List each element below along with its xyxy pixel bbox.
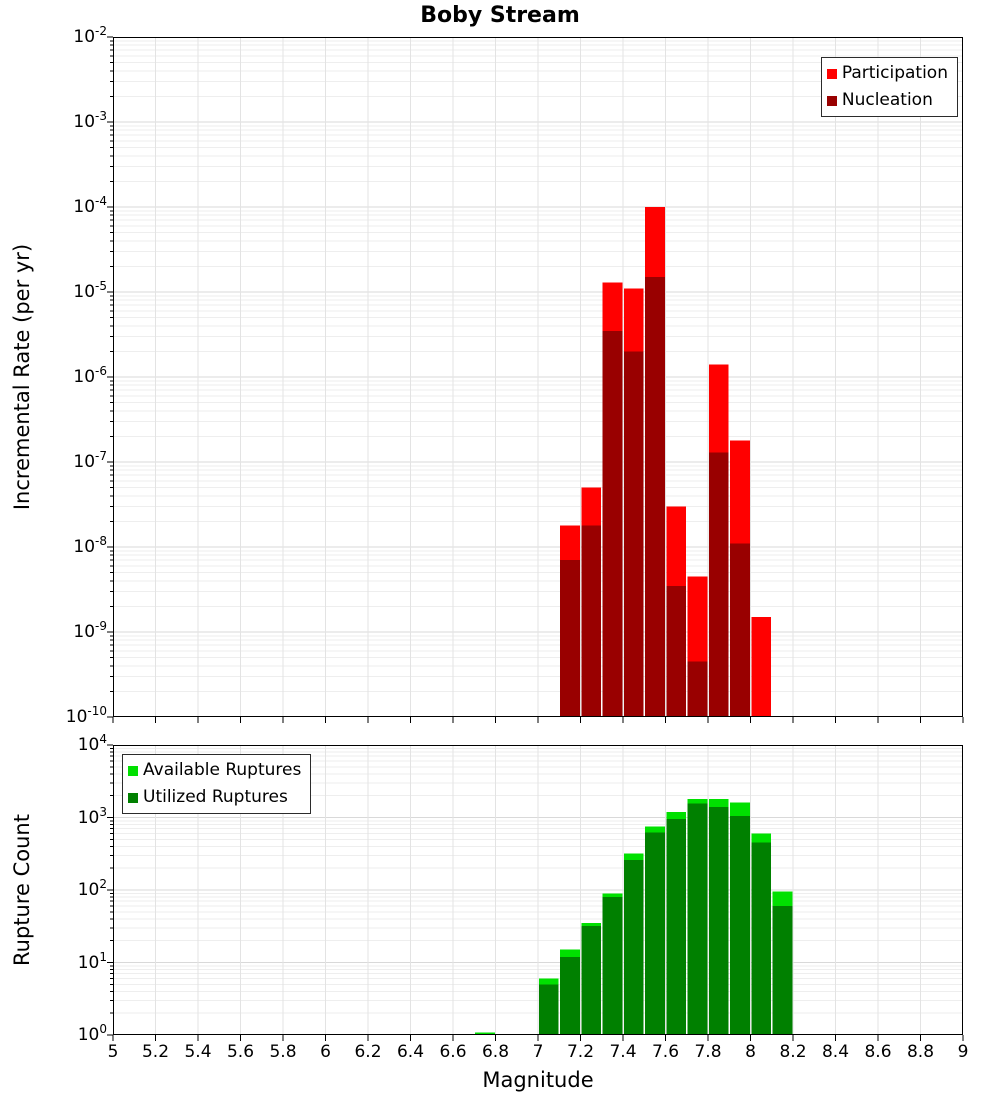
y-tick-label: 100 [77,1022,107,1045]
plot-border [113,37,963,717]
x-tick-label: 7.4 [609,1042,637,1062]
bar-participation [751,617,771,717]
y-tick-label: 10-9 [73,619,107,642]
legend-entry-available-ruptures: Available Ruptures [128,758,301,783]
x-tick-label: 6 [320,1042,331,1062]
y-tick-label: 10-7 [73,449,107,472]
bar-utilized-ruptures [623,859,644,1035]
legend-label: Available Ruptures [143,760,302,780]
bar-nucleation [666,585,686,717]
legend-entry-nucleation: Nucleation [826,88,948,113]
bar-utilized-ruptures [751,842,771,1035]
x-axis-label: Magnitude [482,1068,594,1092]
bar-utilized-ruptures [666,819,686,1035]
x-tick-label: 8 [745,1042,756,1062]
x-tick-label: 7 [532,1042,544,1062]
legend-label: Participation [841,63,948,83]
x-tick-label: 5 [107,1042,119,1062]
x-tick-label: 6.8 [481,1042,510,1062]
x-tick-label: 6.4 [396,1042,425,1062]
bar-utilized-ruptures [581,925,601,1035]
x-tick-label: 6.6 [439,1042,467,1062]
x-tick-label: 5.6 [226,1042,255,1062]
x-tick-label: 5.2 [141,1042,170,1062]
x-tick-label: 9 [957,1042,969,1062]
y-tick-label: 104 [77,732,107,755]
legend-label: Nucleation [841,90,933,110]
x-tick-label: 5.4 [184,1042,212,1062]
legend-label: Utilized Ruptures [143,787,288,807]
x-tick-label: 8.4 [821,1042,850,1062]
y-tick-label: 10-10 [65,704,107,727]
bar-utilized-ruptures [772,906,793,1035]
legend-entry-participation: Participation [826,61,948,86]
y-tick-label: 101 [77,949,107,973]
plot-border [113,745,963,1035]
rate-legend: Participation Nucleation [820,57,958,117]
bar-nucleation [581,525,601,717]
bar-utilized-ruptures [645,832,665,1035]
chart-title: Boby Stream [420,3,580,28]
bar-utilized-ruptures [708,806,729,1035]
bar-available-ruptures [475,1032,495,1035]
y-tick-label: 10-6 [73,364,107,387]
y-tick-label: 10-5 [73,279,107,302]
x-tick-label: 6.2 [354,1042,382,1062]
x-tick-label: 7.6 [651,1042,680,1062]
bar-utilized-ruptures [687,803,708,1035]
bar-nucleation [602,330,623,717]
x-tick-label: 8.8 [906,1042,935,1062]
y-tick-label: 10-8 [73,534,107,557]
y-tick-label: 10-2 [73,24,107,47]
legend-entry-utilized-ruptures: Utilized Ruptures [128,785,301,810]
x-tick-label: 7.2 [566,1042,595,1062]
x-tick-label: 8.2 [779,1042,807,1062]
bar-nucleation [730,543,750,717]
x-tick-label: 8.6 [864,1042,892,1062]
nucleation-swatch-icon [826,95,837,106]
incremental-rate-plot [107,36,964,723]
y-tick-label: 10-4 [73,194,107,217]
y-tick-label: 102 [77,877,107,900]
x-tick-label: 7.8 [694,1042,722,1062]
bar-utilized-ruptures [602,897,623,1035]
bar-nucleation [645,277,665,717]
bar-nucleation [560,560,580,717]
count-legend: Available Ruptures Utilized Ruptures [122,754,312,814]
utilized-ruptures-swatch-icon [128,792,138,803]
y-tick-label: 10-3 [73,109,107,132]
bar-utilized-ruptures [560,956,580,1035]
bar-nucleation [687,661,708,717]
bar-nucleation [708,452,729,717]
bar-utilized-ruptures [730,815,750,1035]
y-tick-label: 103 [77,804,107,828]
bar-utilized-ruptures [538,984,559,1035]
participation-swatch-icon [826,68,837,79]
x-tick-label: 5.8 [269,1042,297,1062]
bar-nucleation [623,351,644,717]
available-ruptures-swatch-icon [128,765,138,776]
